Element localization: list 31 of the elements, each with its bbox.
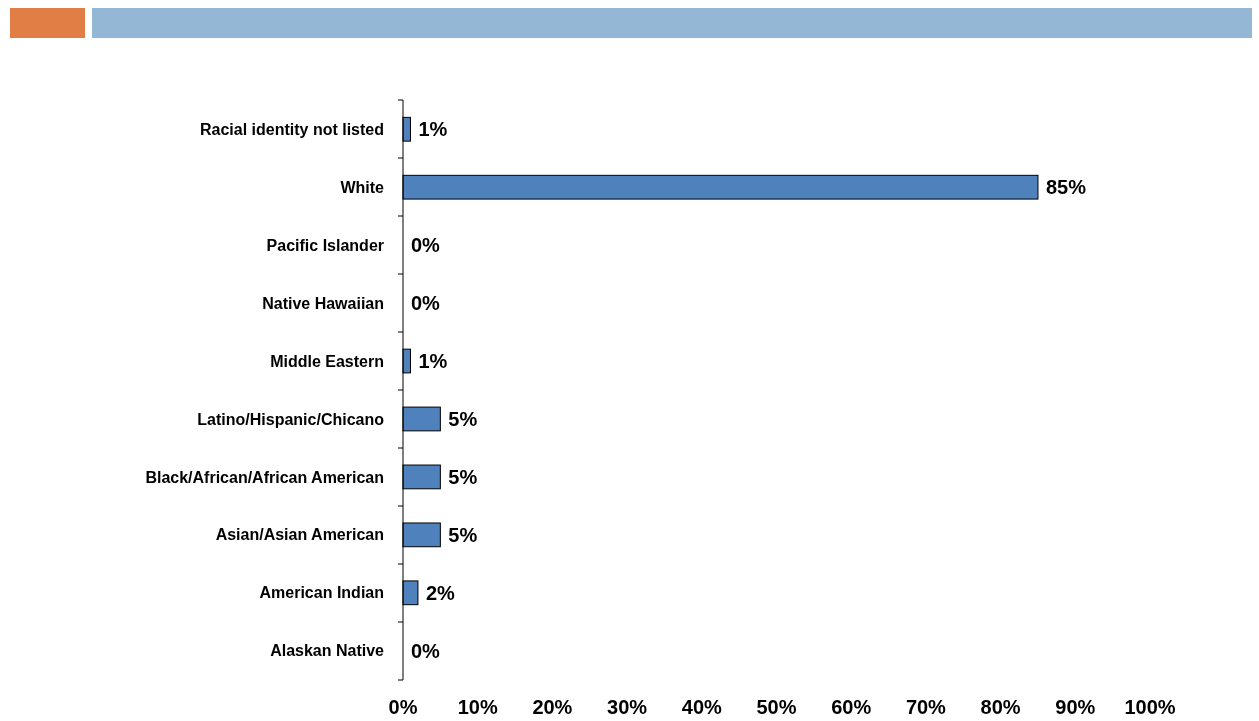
x-tick-label: 90% <box>1055 696 1096 718</box>
x-tick-label: 70% <box>905 696 947 718</box>
y-tick-label: Pacific Islander <box>266 236 384 254</box>
y-tick-label: Native Hawaiian <box>262 294 384 312</box>
y-tick-label: American Indian <box>259 584 384 602</box>
data-label: 5% <box>448 407 478 430</box>
y-tick-label: Racial identity not listed <box>199 120 384 138</box>
y-tick-label: White <box>340 178 385 196</box>
y-tick-label: Asian/Asian American <box>215 526 384 544</box>
x-tick-label: 10% <box>457 696 498 718</box>
data-label: 5% <box>448 465 478 488</box>
x-tick-label: 50% <box>756 696 797 718</box>
data-label: 2% <box>425 581 456 604</box>
x-tick-label: 40% <box>681 696 723 718</box>
x-tick-label: 100% <box>1124 696 1176 718</box>
data-label: 1% <box>418 118 448 141</box>
data-label: 5% <box>448 523 478 546</box>
y-tick-label: Latino/Hispanic/Chicano <box>197 410 385 428</box>
data-label: 1% <box>418 350 448 373</box>
x-tick-label: 0% <box>388 696 418 718</box>
y-tick-label: Black/African/African American <box>145 468 384 486</box>
data-label: 0% <box>411 234 441 257</box>
x-tick-label: 20% <box>532 696 573 718</box>
x-tick-label: 80% <box>980 696 1021 718</box>
y-tick-label: Alaskan Native <box>270 642 385 660</box>
x-tick-label: 30% <box>607 696 648 718</box>
y-tick-label: Middle Eastern <box>270 352 384 370</box>
x-tick-label: 60% <box>831 696 872 718</box>
data-label: 0% <box>411 639 441 662</box>
data-label: 85% <box>1045 176 1087 199</box>
data-label: 0% <box>411 292 441 315</box>
